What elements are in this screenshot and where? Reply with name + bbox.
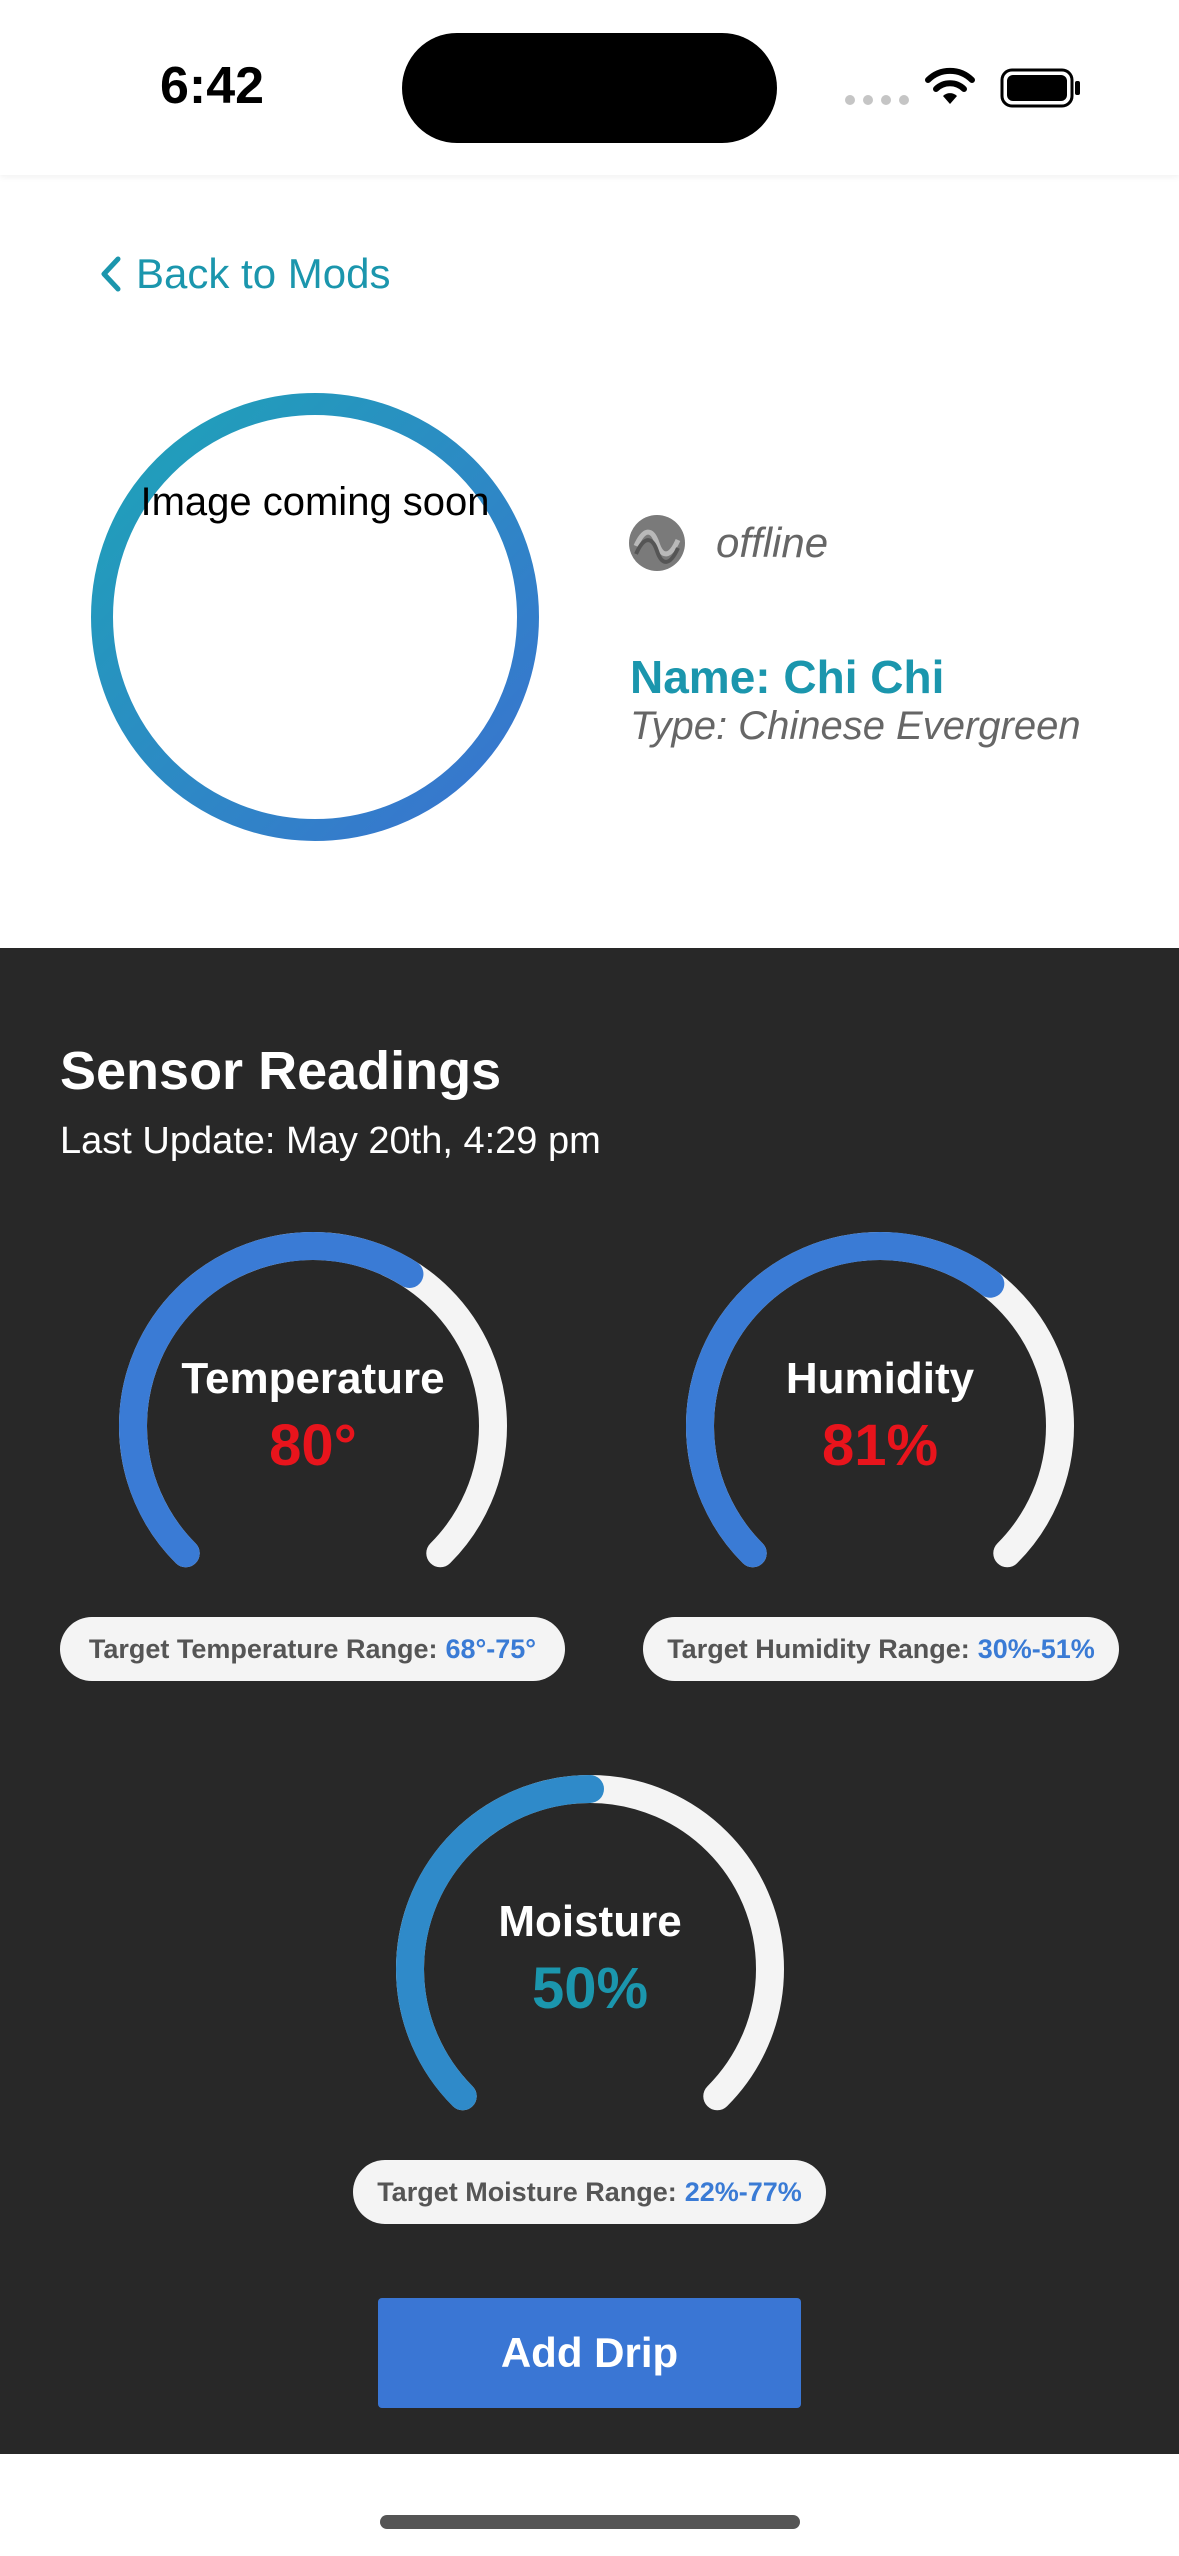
moisture-value: 50% xyxy=(531,1956,649,2021)
connection-status: offline xyxy=(628,514,828,572)
wifi-icon xyxy=(925,67,975,104)
humidity-gauge: Humidity 81% xyxy=(670,1216,1090,1596)
plant-name: Name: Chi Chi xyxy=(630,651,945,703)
battery-icon xyxy=(1000,68,1080,108)
target-temperature-range: Target Temperature Range: 68°-75° xyxy=(60,1617,565,1681)
last-update: Last Update: May 20th, 4:29 pm xyxy=(60,1120,601,1162)
temperature-value: 80° xyxy=(269,1413,357,1478)
temperature-range-value: 68°-75° xyxy=(445,1633,537,1664)
moisture-range-value: 22%-77% xyxy=(684,2176,802,2207)
offline-status-icon xyxy=(629,515,685,571)
moisture-label: Moisture xyxy=(498,1897,682,1946)
humidity-range-label: Target Humidity Range: xyxy=(667,1633,970,1664)
target-humidity-range: Target Humidity Range: 30%-51% xyxy=(643,1617,1119,1681)
status-text: offline xyxy=(716,519,829,566)
status-time: 6:42 xyxy=(160,57,265,115)
moisture-gauge: Moisture 50% xyxy=(380,1759,800,2139)
sensor-panel xyxy=(0,948,1179,2454)
humidity-value: 81% xyxy=(821,1413,939,1478)
temperature-gauge: Temperature 80° xyxy=(103,1216,523,1596)
status-bar: 6:42 xyxy=(0,0,1179,175)
humidity-label: Humidity xyxy=(785,1354,975,1403)
sensor-readings-title: Sensor Readings xyxy=(60,1041,502,1101)
chevron-left-icon xyxy=(101,256,121,292)
add-drip-button[interactable]: Add Drip xyxy=(378,2298,801,2408)
humidity-range-value: 30%-51% xyxy=(977,1633,1095,1664)
back-label: Back to Mods xyxy=(136,250,391,297)
moisture-range-label: Target Moisture Range: xyxy=(377,2176,677,2207)
cellular-signal-icon xyxy=(845,95,909,105)
dynamic-island xyxy=(402,33,777,143)
temperature-range-label: Target Temperature Range: xyxy=(88,1633,438,1664)
image-placeholder-text: Image coming soon xyxy=(140,480,490,524)
target-moisture-range: Target Moisture Range: 22%-77% xyxy=(353,2160,826,2224)
plant-image-ring xyxy=(91,393,539,841)
temperature-label: Temperature xyxy=(181,1354,445,1403)
plant-type: Type: Chinese Evergreen xyxy=(630,704,1081,748)
back-to-mods-link[interactable]: Back to Mods xyxy=(98,250,390,298)
home-indicator[interactable] xyxy=(380,2515,800,2529)
